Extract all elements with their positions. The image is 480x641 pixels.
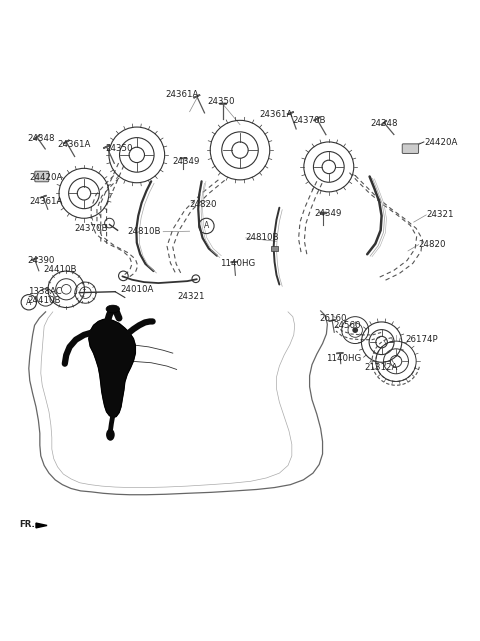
Text: 24560: 24560: [334, 321, 361, 330]
FancyBboxPatch shape: [402, 144, 419, 153]
Text: 26160: 26160: [319, 313, 347, 322]
Text: 1140HG: 1140HG: [326, 354, 361, 363]
Text: 26174P: 26174P: [406, 335, 438, 344]
Polygon shape: [36, 523, 47, 528]
Text: 24820: 24820: [419, 240, 446, 249]
Text: 24410B: 24410B: [28, 296, 61, 305]
Text: 24420A: 24420A: [425, 138, 458, 147]
Text: 24810B: 24810B: [127, 227, 161, 236]
Text: A: A: [204, 221, 209, 231]
Text: 24810B: 24810B: [246, 233, 279, 242]
Text: 24350: 24350: [106, 144, 133, 153]
Ellipse shape: [106, 305, 120, 313]
Polygon shape: [89, 319, 135, 417]
Text: 24321: 24321: [426, 210, 454, 219]
Text: 24361A: 24361A: [166, 90, 199, 99]
Text: 24348: 24348: [370, 119, 398, 128]
Text: 24361A: 24361A: [259, 110, 293, 119]
Text: 24390: 24390: [28, 256, 55, 265]
Text: 24370B: 24370B: [74, 224, 108, 233]
Text: 24321: 24321: [178, 292, 205, 301]
Text: A: A: [26, 298, 31, 307]
Text: 24361A: 24361A: [58, 140, 91, 149]
Text: 21312A: 21312A: [365, 363, 398, 372]
Text: 24420A: 24420A: [30, 174, 63, 183]
Text: 24010A: 24010A: [120, 285, 154, 294]
Text: 24348: 24348: [28, 133, 55, 142]
Text: 24820: 24820: [190, 201, 217, 210]
Text: FR.: FR.: [19, 519, 35, 529]
Bar: [271, 246, 278, 251]
Ellipse shape: [106, 429, 115, 441]
Text: 24350: 24350: [207, 97, 235, 106]
Text: 24349: 24349: [314, 209, 342, 218]
Text: 24410B: 24410B: [43, 265, 77, 274]
Text: 24370B: 24370B: [293, 116, 326, 126]
Text: 1338AC: 1338AC: [28, 287, 61, 296]
Text: 24349: 24349: [173, 156, 200, 165]
FancyBboxPatch shape: [35, 171, 49, 182]
Text: 1140HG: 1140HG: [220, 260, 255, 269]
Circle shape: [352, 327, 358, 333]
Text: 24361A: 24361A: [30, 197, 63, 206]
